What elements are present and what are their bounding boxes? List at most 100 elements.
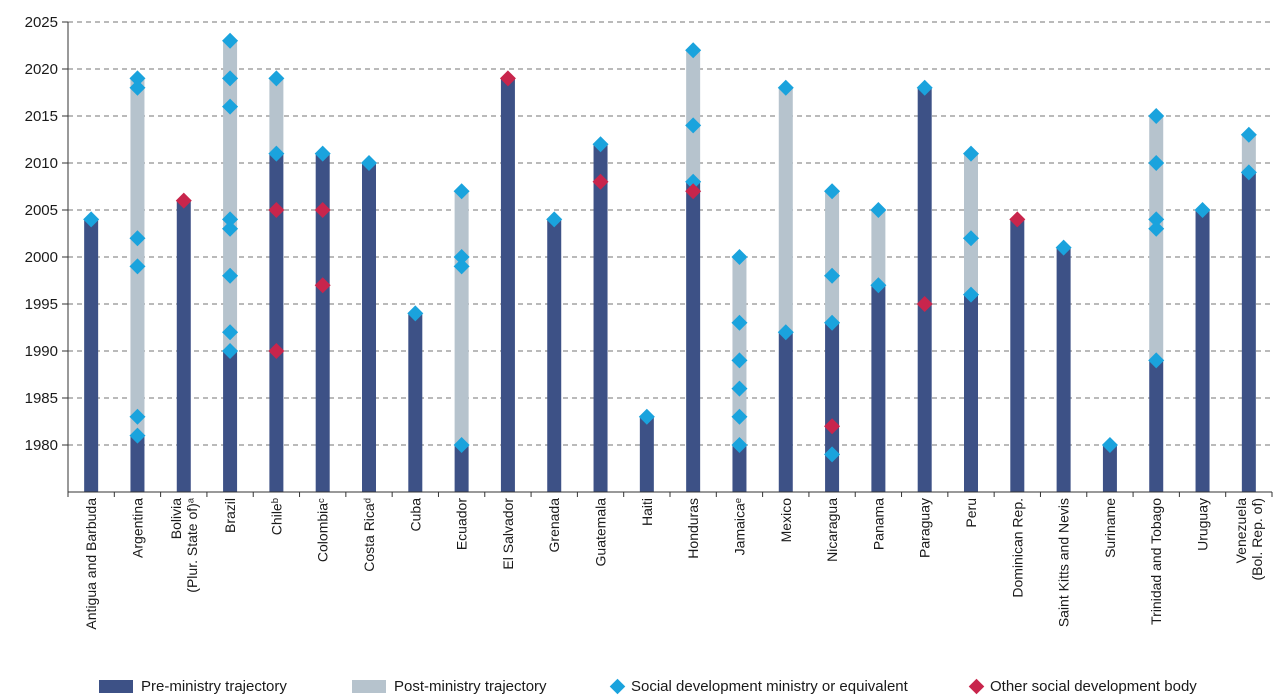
ministry-marker: [222, 211, 239, 228]
ministry-marker: [685, 117, 702, 134]
ministry-marker: [685, 42, 702, 59]
ministry-marker: [314, 145, 331, 162]
ministry-marker: [453, 258, 470, 275]
ministry-marker: [777, 79, 794, 96]
ministry-marker: [1148, 211, 1165, 228]
ministry-marker: [685, 173, 702, 190]
ministry-marker: [592, 136, 609, 153]
pre-ministry-bar: [223, 351, 238, 492]
pre-ministry-bar: [1010, 219, 1025, 492]
legend-swatch-post: [352, 680, 386, 693]
legend-label-pre: Pre-ministry trajectory: [141, 678, 287, 695]
ministry-marker: [731, 380, 748, 397]
ministry-marker: [361, 155, 377, 171]
ministry-marker: [1101, 437, 1118, 453]
ministry-marker: [1148, 155, 1165, 171]
post-ministry-bar: [825, 191, 840, 323]
y-tick-label: 2025: [25, 14, 58, 31]
pre-ministry-bar: [269, 153, 284, 492]
y-tick-label: 1990: [25, 343, 58, 360]
ministry-marker: [129, 408, 146, 425]
ministry-marker: [777, 324, 794, 341]
ministry-marker: [129, 70, 146, 87]
y-tick-label: 2005: [25, 202, 58, 219]
pre-ministry-bar: [686, 181, 701, 493]
ministry-marker: [83, 211, 100, 228]
pre-ministry-bar: [315, 153, 330, 492]
x-tick-label: Suriname: [1102, 498, 1118, 558]
ministry-marker: [731, 249, 748, 265]
post-ministry-bar: [223, 40, 238, 352]
ministry-marker: [129, 258, 146, 275]
y-tick-label: 1980: [25, 437, 58, 454]
y-tick-labels: 1980 1985 1990 1995 2000 2005 2010 2015 2020 2025: [25, 14, 58, 454]
x-tick-label: (Bol. Rep. of): [1249, 498, 1265, 580]
x-tick-label: Nicaragua: [824, 498, 840, 562]
other-body-marker: [268, 202, 285, 218]
x-tick-label: Cuba: [407, 498, 423, 532]
ministry-marker: [453, 183, 470, 200]
ministry-marker: [638, 408, 655, 425]
legend-item-ministry: Social development ministry or equivalen…: [609, 678, 908, 695]
other-body-marker: [1009, 211, 1026, 228]
x-tick-label: Brazil: [222, 498, 238, 533]
pre-ministry-bar: [593, 144, 608, 492]
ministry-marker: [731, 352, 748, 369]
legend-diamond-other: [968, 678, 985, 695]
ministry-marker: [546, 211, 563, 228]
x-tick-label: Uruguay: [1195, 498, 1211, 551]
bars: [84, 40, 1256, 493]
ministry-marker: [222, 324, 239, 341]
other-body-marker: [314, 202, 331, 218]
post-ministry-bar: [269, 78, 284, 154]
x-tick-label: Chileᵇ: [268, 498, 284, 535]
ministry-marker: [1194, 202, 1211, 218]
legend-label-ministry: Social development ministry or equivalen…: [631, 678, 908, 695]
ministry-marker: [824, 314, 841, 331]
legend-label-other: Other social development body: [990, 678, 1197, 695]
other-body-marker: [175, 192, 192, 209]
x-tick-label: Dominican Rep.: [1009, 498, 1025, 598]
ministry-marker: [222, 98, 239, 115]
pre-ministry-bar: [84, 219, 99, 492]
gridlines: [68, 21, 1272, 446]
other-body-marker: [314, 277, 331, 294]
ministry-marker: [824, 446, 841, 463]
x-tick-label: Saint Kitts and Nevis: [1056, 498, 1072, 627]
pre-ministry-bar: [454, 445, 469, 492]
ministry-marker: [963, 230, 979, 247]
pre-ministry-bar: [778, 332, 793, 492]
ministry-marker: [268, 145, 285, 162]
ministry-marker: [1148, 108, 1165, 124]
x-tick-label: Peru: [963, 498, 979, 528]
ministry-marker: [1240, 126, 1257, 143]
pre-ministry-bar: [732, 445, 747, 492]
legend-label-post: Post-ministry trajectory: [394, 678, 547, 695]
pre-ministry-bar: [639, 416, 654, 492]
pre-ministry-bar: [1149, 360, 1164, 492]
other-body-marker: [824, 418, 841, 435]
ministry-marker: [222, 343, 239, 359]
x-tick-label: Antigua and Barbuda: [83, 498, 99, 630]
y-tick-label: 1995: [25, 296, 58, 313]
post-ministry-bar: [964, 153, 978, 295]
ministry-marker: [453, 249, 470, 265]
x-tick-label: El Salvador: [500, 498, 516, 570]
x-tick-label: Paraguay: [917, 498, 933, 558]
post-ministry-bar: [871, 210, 886, 286]
legend-diamond-ministry: [609, 678, 626, 695]
legend: Pre-ministry trajectory Post-ministry tr…: [0, 676, 1274, 699]
pre-ministry-bar: [130, 435, 145, 492]
ministry-marker: [222, 267, 239, 284]
ministry-marker: [870, 202, 887, 218]
x-tick-label: Venezuela: [1233, 498, 1249, 564]
ministry-marker: [731, 408, 748, 425]
axes: [62, 21, 1273, 497]
legend-item-other: Other social development body: [968, 678, 1197, 695]
pre-ministry-bar: [408, 313, 423, 492]
other-body-marker: [592, 173, 609, 190]
markers: [83, 32, 1257, 463]
ministry-marker: [1055, 239, 1072, 256]
pre-ministry-bar: [1102, 445, 1117, 492]
ministry-marker: [129, 230, 146, 247]
